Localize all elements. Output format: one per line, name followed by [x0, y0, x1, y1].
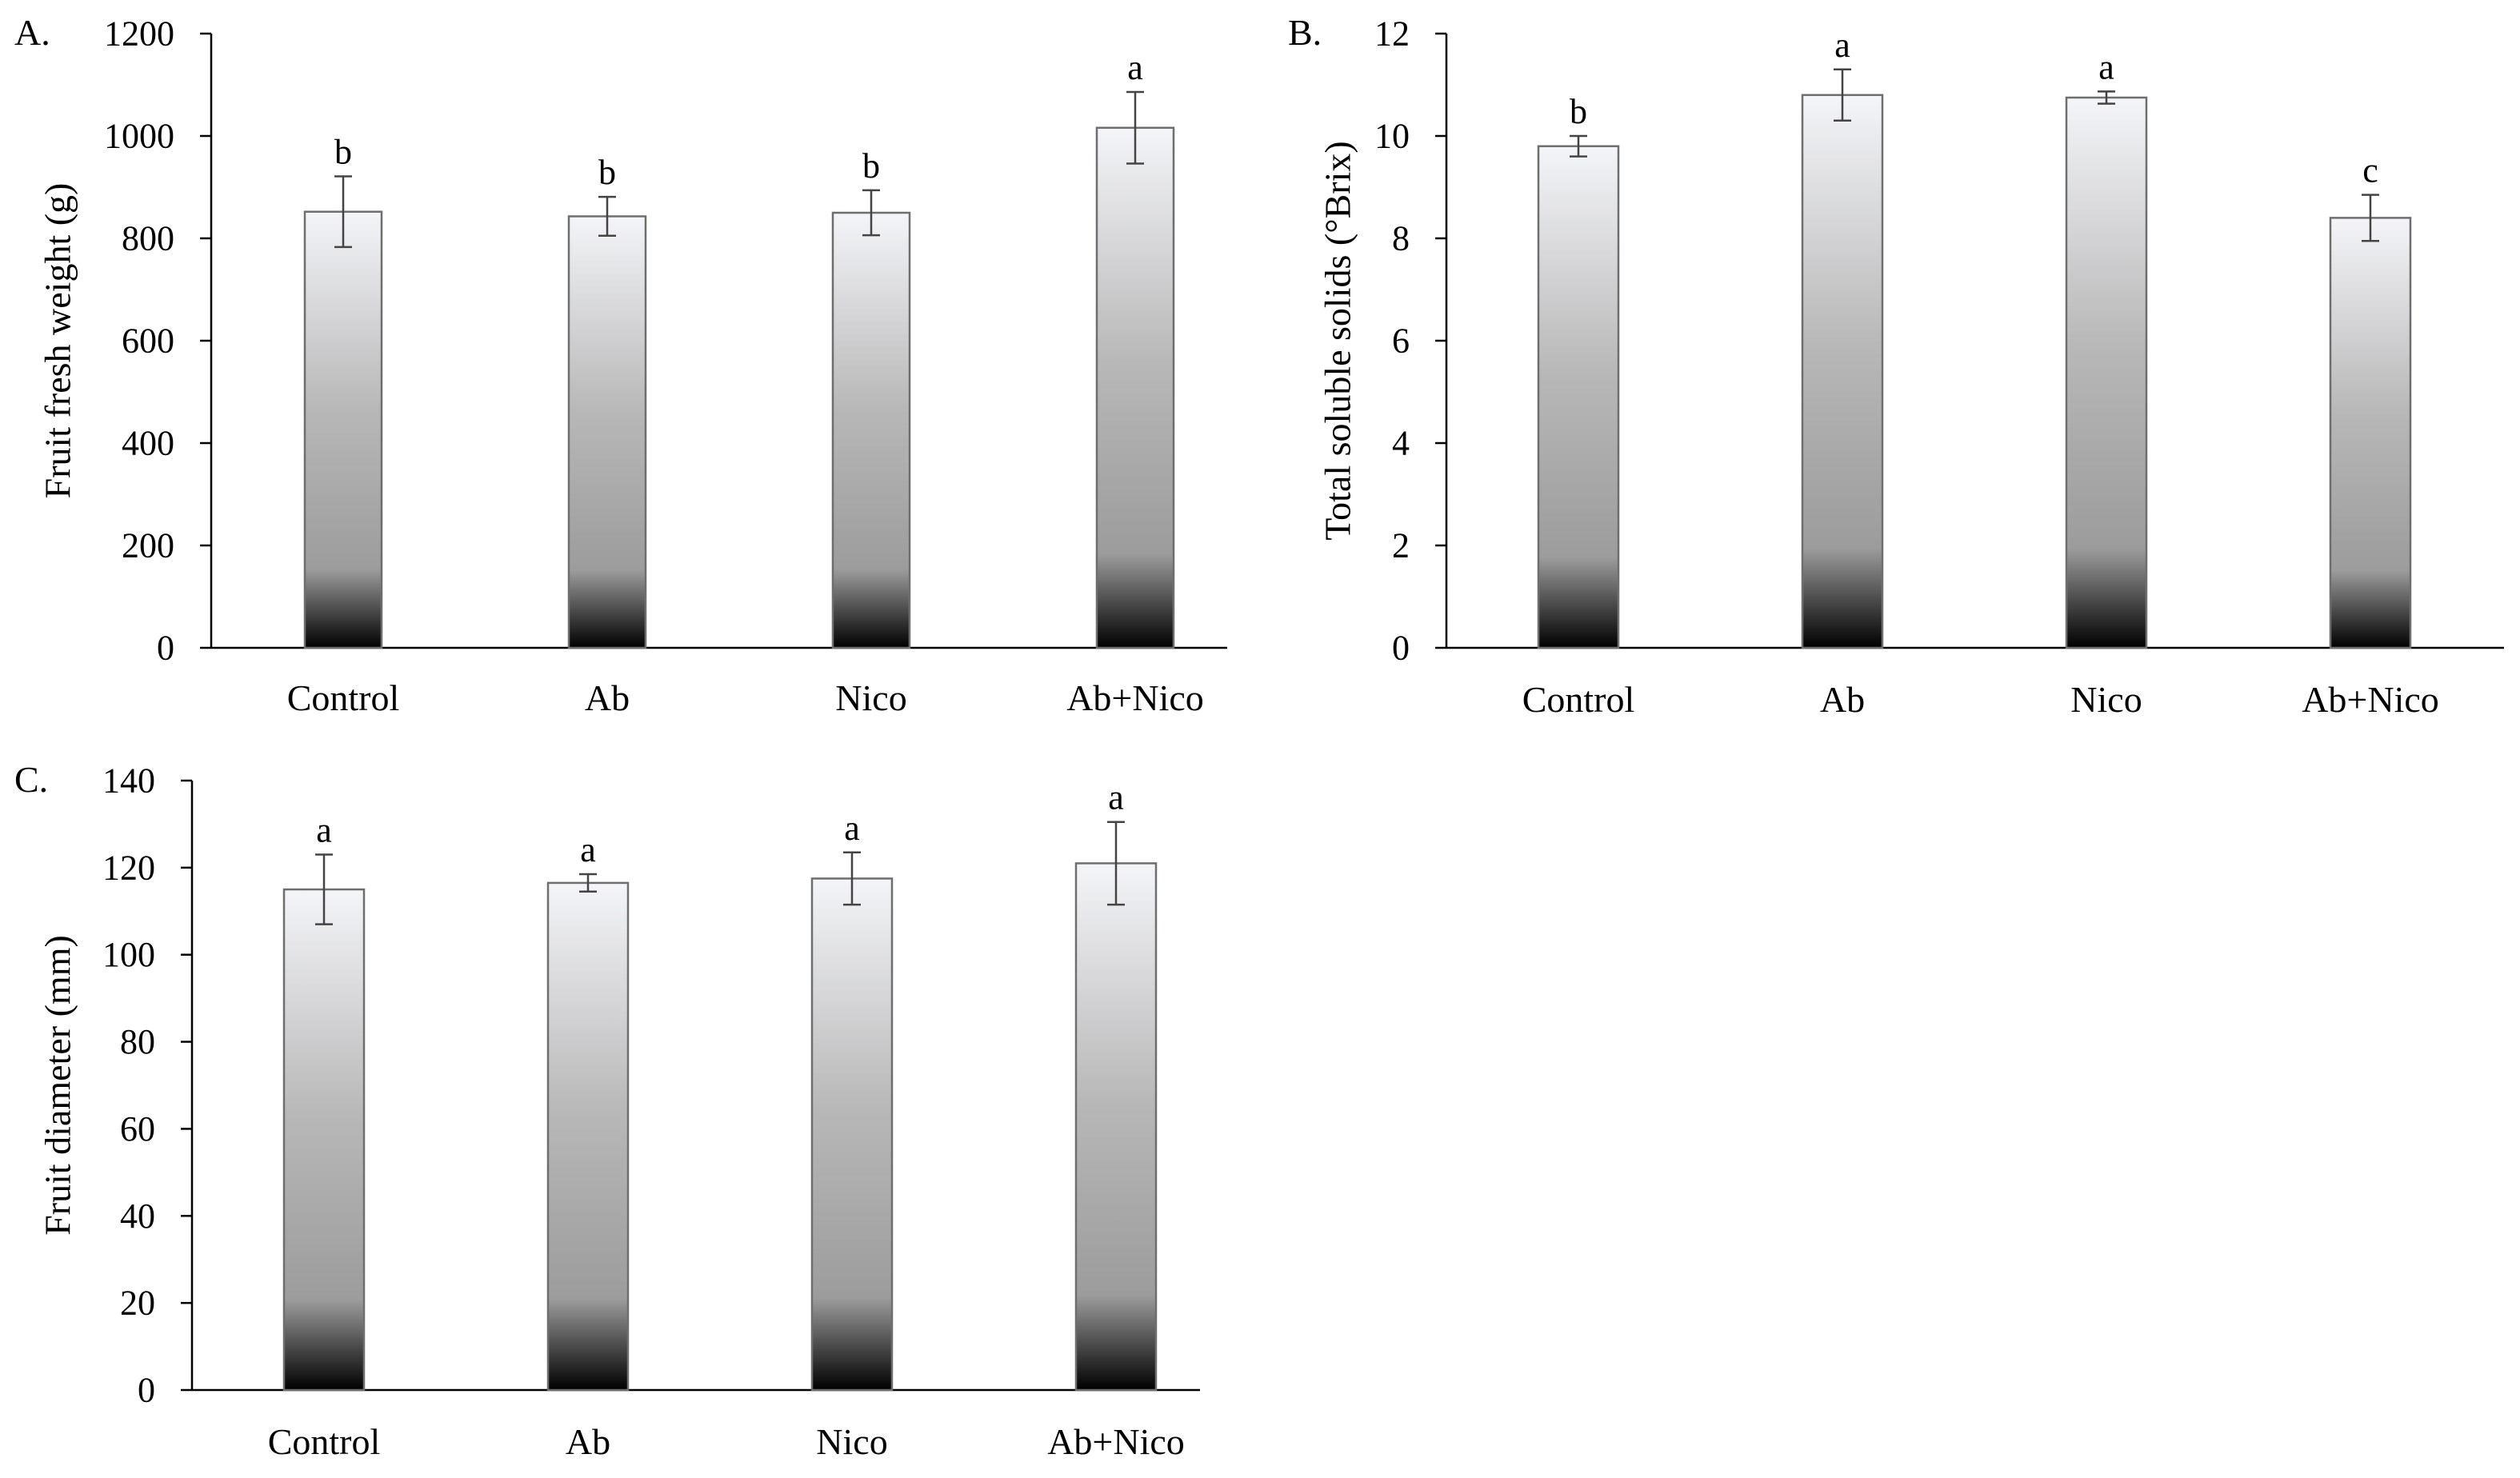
- y-axis-label: Total soluble solids (°Brix): [1318, 141, 1358, 540]
- x-tick-label: Ab+Nico: [1066, 677, 1204, 718]
- y-tick-label: 12: [1374, 14, 1410, 54]
- error-bar: [1107, 821, 1125, 906]
- error-bar: [1126, 90, 1144, 165]
- significance-letter: a: [844, 809, 860, 848]
- x-tick-label: Control: [1522, 679, 1635, 720]
- bar: [2065, 96, 2148, 649]
- x-tick-label: Nico: [2070, 679, 2142, 720]
- x-tick-label: Ab: [1820, 679, 1865, 720]
- x-tick-label: Control: [287, 677, 400, 718]
- y-tick-label: 400: [122, 424, 174, 463]
- y-tick-label: 0: [157, 629, 174, 668]
- significance-letter: b: [334, 133, 352, 172]
- error-bar: [315, 853, 333, 925]
- bar: [831, 211, 911, 649]
- significance-letter: c: [2362, 151, 2378, 190]
- significance-letter: a: [1834, 26, 1850, 65]
- significance-letter: a: [2098, 47, 2114, 86]
- y-tick-label: 1000: [104, 117, 174, 156]
- x-tick-label: Ab+Nico: [1047, 1421, 1185, 1462]
- y-tick-label: 80: [120, 1022, 155, 1061]
- bar: [282, 888, 366, 1392]
- error-bar: [1834, 68, 1851, 122]
- error-bar: [1570, 134, 1587, 158]
- panel-label: C.: [14, 759, 48, 800]
- significance-letter: a: [1127, 48, 1143, 87]
- y-tick-label: 1200: [104, 14, 174, 54]
- y-axis-label: Fruit fresh weight (g): [38, 183, 78, 499]
- bar: [546, 881, 630, 1392]
- x-tick-label: Ab: [566, 1421, 610, 1462]
- error-bar: [598, 195, 616, 238]
- y-tick-label: 60: [120, 1109, 155, 1148]
- x-tick-label: Control: [268, 1421, 381, 1462]
- bar: [567, 215, 647, 649]
- x-tick-label: Ab+Nico: [2302, 679, 2439, 720]
- panel-label: A.: [14, 12, 50, 53]
- error-bar: [843, 851, 861, 906]
- error-bar: [579, 873, 597, 893]
- y-tick-label: 0: [138, 1371, 155, 1410]
- y-tick-label: 10: [1374, 117, 1410, 156]
- error-bar: [2098, 90, 2115, 105]
- significance-letter: b: [598, 153, 616, 192]
- significance-letter: b: [862, 146, 880, 186]
- y-tick-label: 140: [102, 761, 155, 801]
- significance-letter: a: [1108, 778, 1124, 817]
- y-tick-label: 6: [1392, 322, 1410, 361]
- error-bar: [862, 189, 880, 237]
- y-tick-label: 200: [122, 526, 174, 565]
- bar: [303, 210, 383, 649]
- x-tick-label: Nico: [835, 677, 906, 718]
- panel-b: B. Total soluble solids (°Brix) 0 2 4 6 8 10 12 b…: [1288, 12, 2504, 720]
- panel-label: B.: [1288, 12, 1322, 53]
- y-tick-label: 40: [120, 1196, 155, 1236]
- y-tick-label: 20: [120, 1284, 155, 1323]
- significance-letter: a: [316, 811, 332, 850]
- bar: [1801, 94, 1884, 649]
- y-tick-label: 0: [1392, 629, 1410, 668]
- y-tick-label: 4: [1392, 424, 1410, 463]
- y-tick-label: 120: [102, 848, 155, 887]
- y-tick-label: 600: [122, 322, 174, 361]
- y-tick-label: 8: [1392, 219, 1410, 258]
- bar: [810, 877, 894, 1392]
- panel-a: A. Fruit fresh weight (g) 0 200 400 600 800 100…: [14, 12, 1227, 718]
- bar: [1074, 862, 1158, 1392]
- panel-c: C. Fruit diameter (mm) 0 20 40 60 80 100 120 140 a…: [14, 759, 1200, 1462]
- x-tick-label: Ab: [585, 677, 630, 718]
- bar: [2329, 217, 2412, 649]
- significance-letter: b: [1570, 92, 1587, 131]
- x-tick-label: Nico: [816, 1421, 887, 1462]
- y-axis-label: Fruit diameter (mm): [38, 935, 78, 1236]
- bar: [1095, 126, 1175, 649]
- y-tick-label: 800: [122, 219, 174, 258]
- y-tick-label: 100: [102, 935, 155, 974]
- bar: [1537, 145, 1620, 649]
- significance-letter: a: [580, 830, 596, 869]
- error-bar: [334, 175, 352, 249]
- error-bar: [2362, 194, 2379, 242]
- y-tick-label: 2: [1392, 526, 1410, 565]
